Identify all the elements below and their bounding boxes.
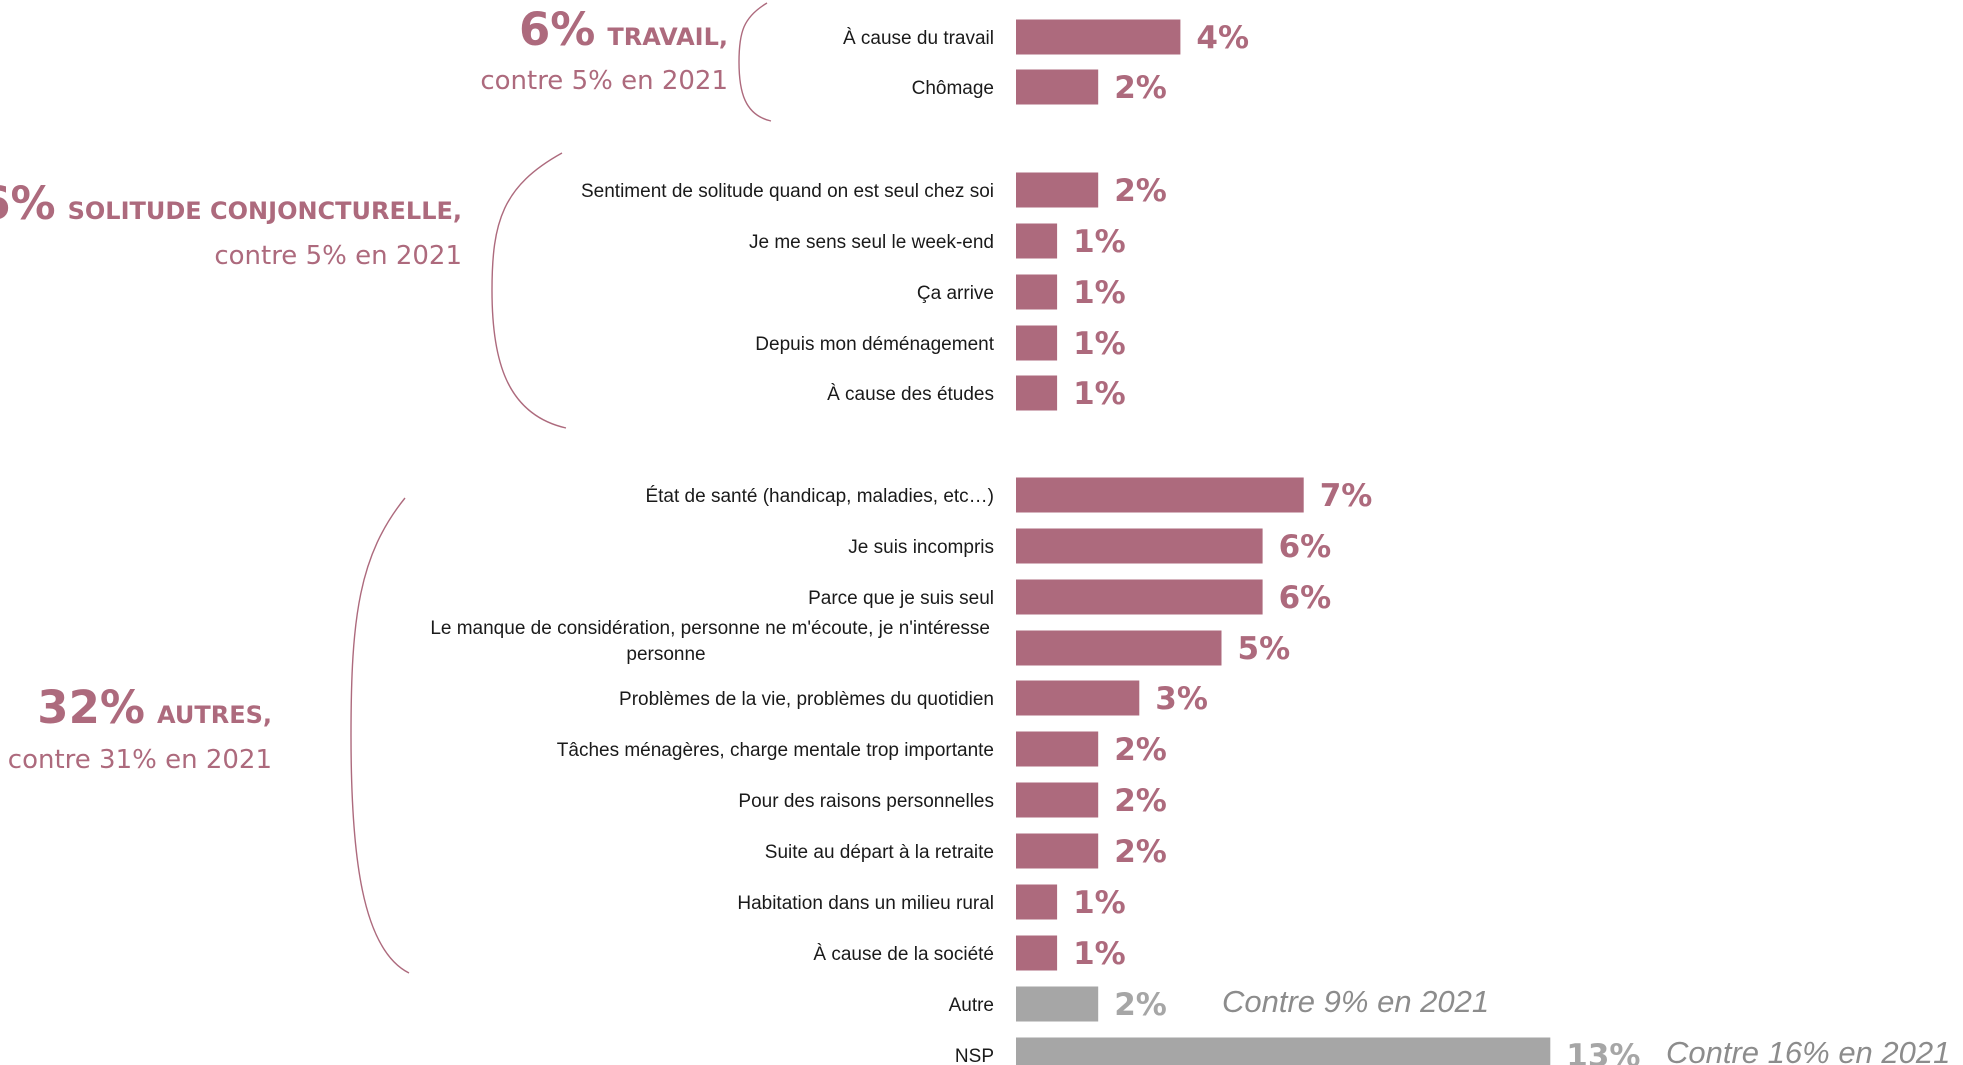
group-comparison: contre 5% en 2021 [480, 66, 728, 96]
value-label: 4% [1196, 20, 1249, 56]
category-label: Je suis incompris [848, 537, 994, 558]
comparison-note: Contre 9% en 2021 [1222, 984, 1489, 1019]
group-bracket [491, 152, 567, 429]
bars [1016, 19, 1551, 1065]
value-label: 2% [1114, 783, 1167, 819]
value-label: 7% [1320, 478, 1373, 514]
value-label: 2% [1114, 987, 1167, 1023]
category-label: Depuis mon déménagement [755, 334, 994, 355]
group-comparison: contre 5% en 2021 [214, 241, 462, 271]
group-name: TRAVAIL, [607, 23, 728, 51]
value-label: 1% [1073, 326, 1126, 362]
category-label: Suite au départ à la retraite [765, 842, 994, 863]
bar [1016, 19, 1181, 55]
bar [1016, 223, 1058, 259]
category-label: État de santé (handicap, maladies, etc…) [645, 486, 994, 507]
category-label: Problèmes de la vie, problèmes du quotid… [619, 689, 994, 710]
value-label: 1% [1073, 224, 1126, 260]
value-label: 13% [1566, 1038, 1640, 1065]
bar [1016, 477, 1304, 513]
value-label: 2% [1114, 173, 1167, 209]
category-label: À cause des études [827, 384, 994, 405]
group-name: SOLITUDE CONJONCTURELLE, [68, 197, 462, 225]
value-label: 2% [1114, 732, 1167, 768]
value-label: 1% [1073, 376, 1126, 412]
group-percent: 32% [37, 681, 145, 734]
bar [1016, 680, 1140, 716]
value-label: 2% [1114, 70, 1167, 106]
value-label: 6% [1279, 529, 1332, 565]
group-percent: 6% [519, 3, 595, 56]
category-label: Le manque de considération, personne ne … [430, 618, 990, 665]
category-label: Ça arrive [917, 283, 994, 304]
category-label: Pour des raisons personnelles [738, 791, 994, 812]
value-label: 1% [1073, 885, 1126, 921]
value-label: 5% [1238, 631, 1291, 667]
group-summaries: 6% TRAVAIL, contre 5% en 2021 6% SOLITUDE CO… [0, 3, 728, 775]
group-title: 6% TRAVAIL, [519, 3, 728, 56]
category-label-line: Le manque de considération, personne ne … [430, 618, 990, 639]
category-label: Parce que je suis seul [808, 588, 994, 609]
bar [1016, 884, 1058, 920]
bar [1016, 528, 1263, 564]
bar [1016, 1037, 1551, 1065]
bar [1016, 579, 1263, 615]
bar [1016, 986, 1099, 1022]
bar [1016, 325, 1058, 361]
category-labels: À cause du travail Chômage Sentiment de so… [430, 28, 994, 1065]
group-name: AUTRES, [157, 701, 272, 729]
value-label: 1% [1073, 275, 1126, 311]
bar [1016, 375, 1058, 411]
group-bracket [738, 2, 772, 122]
group-title: 32% AUTRES, [37, 681, 272, 734]
category-label: Tâches ménagères, charge mentale trop im… [557, 740, 994, 761]
value-label: 3% [1155, 681, 1208, 717]
group-bracket [350, 497, 410, 974]
value-label: 1% [1073, 936, 1126, 972]
category-label: À cause du travail [843, 28, 994, 49]
group-title: 6% SOLITUDE CONJONCTURELLE, [0, 177, 462, 230]
comparison-note: Contre 16% en 2021 [1666, 1035, 1950, 1065]
group-percent: 6% [0, 177, 56, 230]
value-label: 2% [1114, 834, 1167, 870]
value-labels: 4% 2% 2% 1% 1% 1% 1% 7% 6% 6% 5% 3% 2% 2% 2% 1% 1% 2% 13% [1073, 20, 1640, 1065]
category-label: Chômage [912, 78, 994, 99]
bar [1016, 935, 1058, 971]
category-label: Je me sens seul le week-end [749, 232, 994, 253]
category-label-line: personne [626, 644, 705, 665]
category-label: À cause de la société [813, 944, 994, 965]
group-brackets [350, 2, 772, 974]
category-label: NSP [955, 1046, 994, 1065]
comparison-notes: Contre 9% en 2021 Contre 16% en 2021 [1222, 984, 1950, 1065]
bar [1016, 630, 1222, 666]
bar [1016, 782, 1099, 818]
category-label: Autre [949, 995, 994, 1016]
bar [1016, 69, 1099, 105]
category-label: Habitation dans un milieu rural [737, 893, 994, 914]
bar [1016, 172, 1099, 208]
value-label: 6% [1279, 580, 1332, 616]
group-comparison: contre 31% en 2021 [8, 745, 272, 775]
category-label: Sentiment de solitude quand on est seul … [581, 181, 994, 202]
bar [1016, 833, 1099, 869]
bar [1016, 274, 1058, 310]
bar [1016, 731, 1099, 767]
